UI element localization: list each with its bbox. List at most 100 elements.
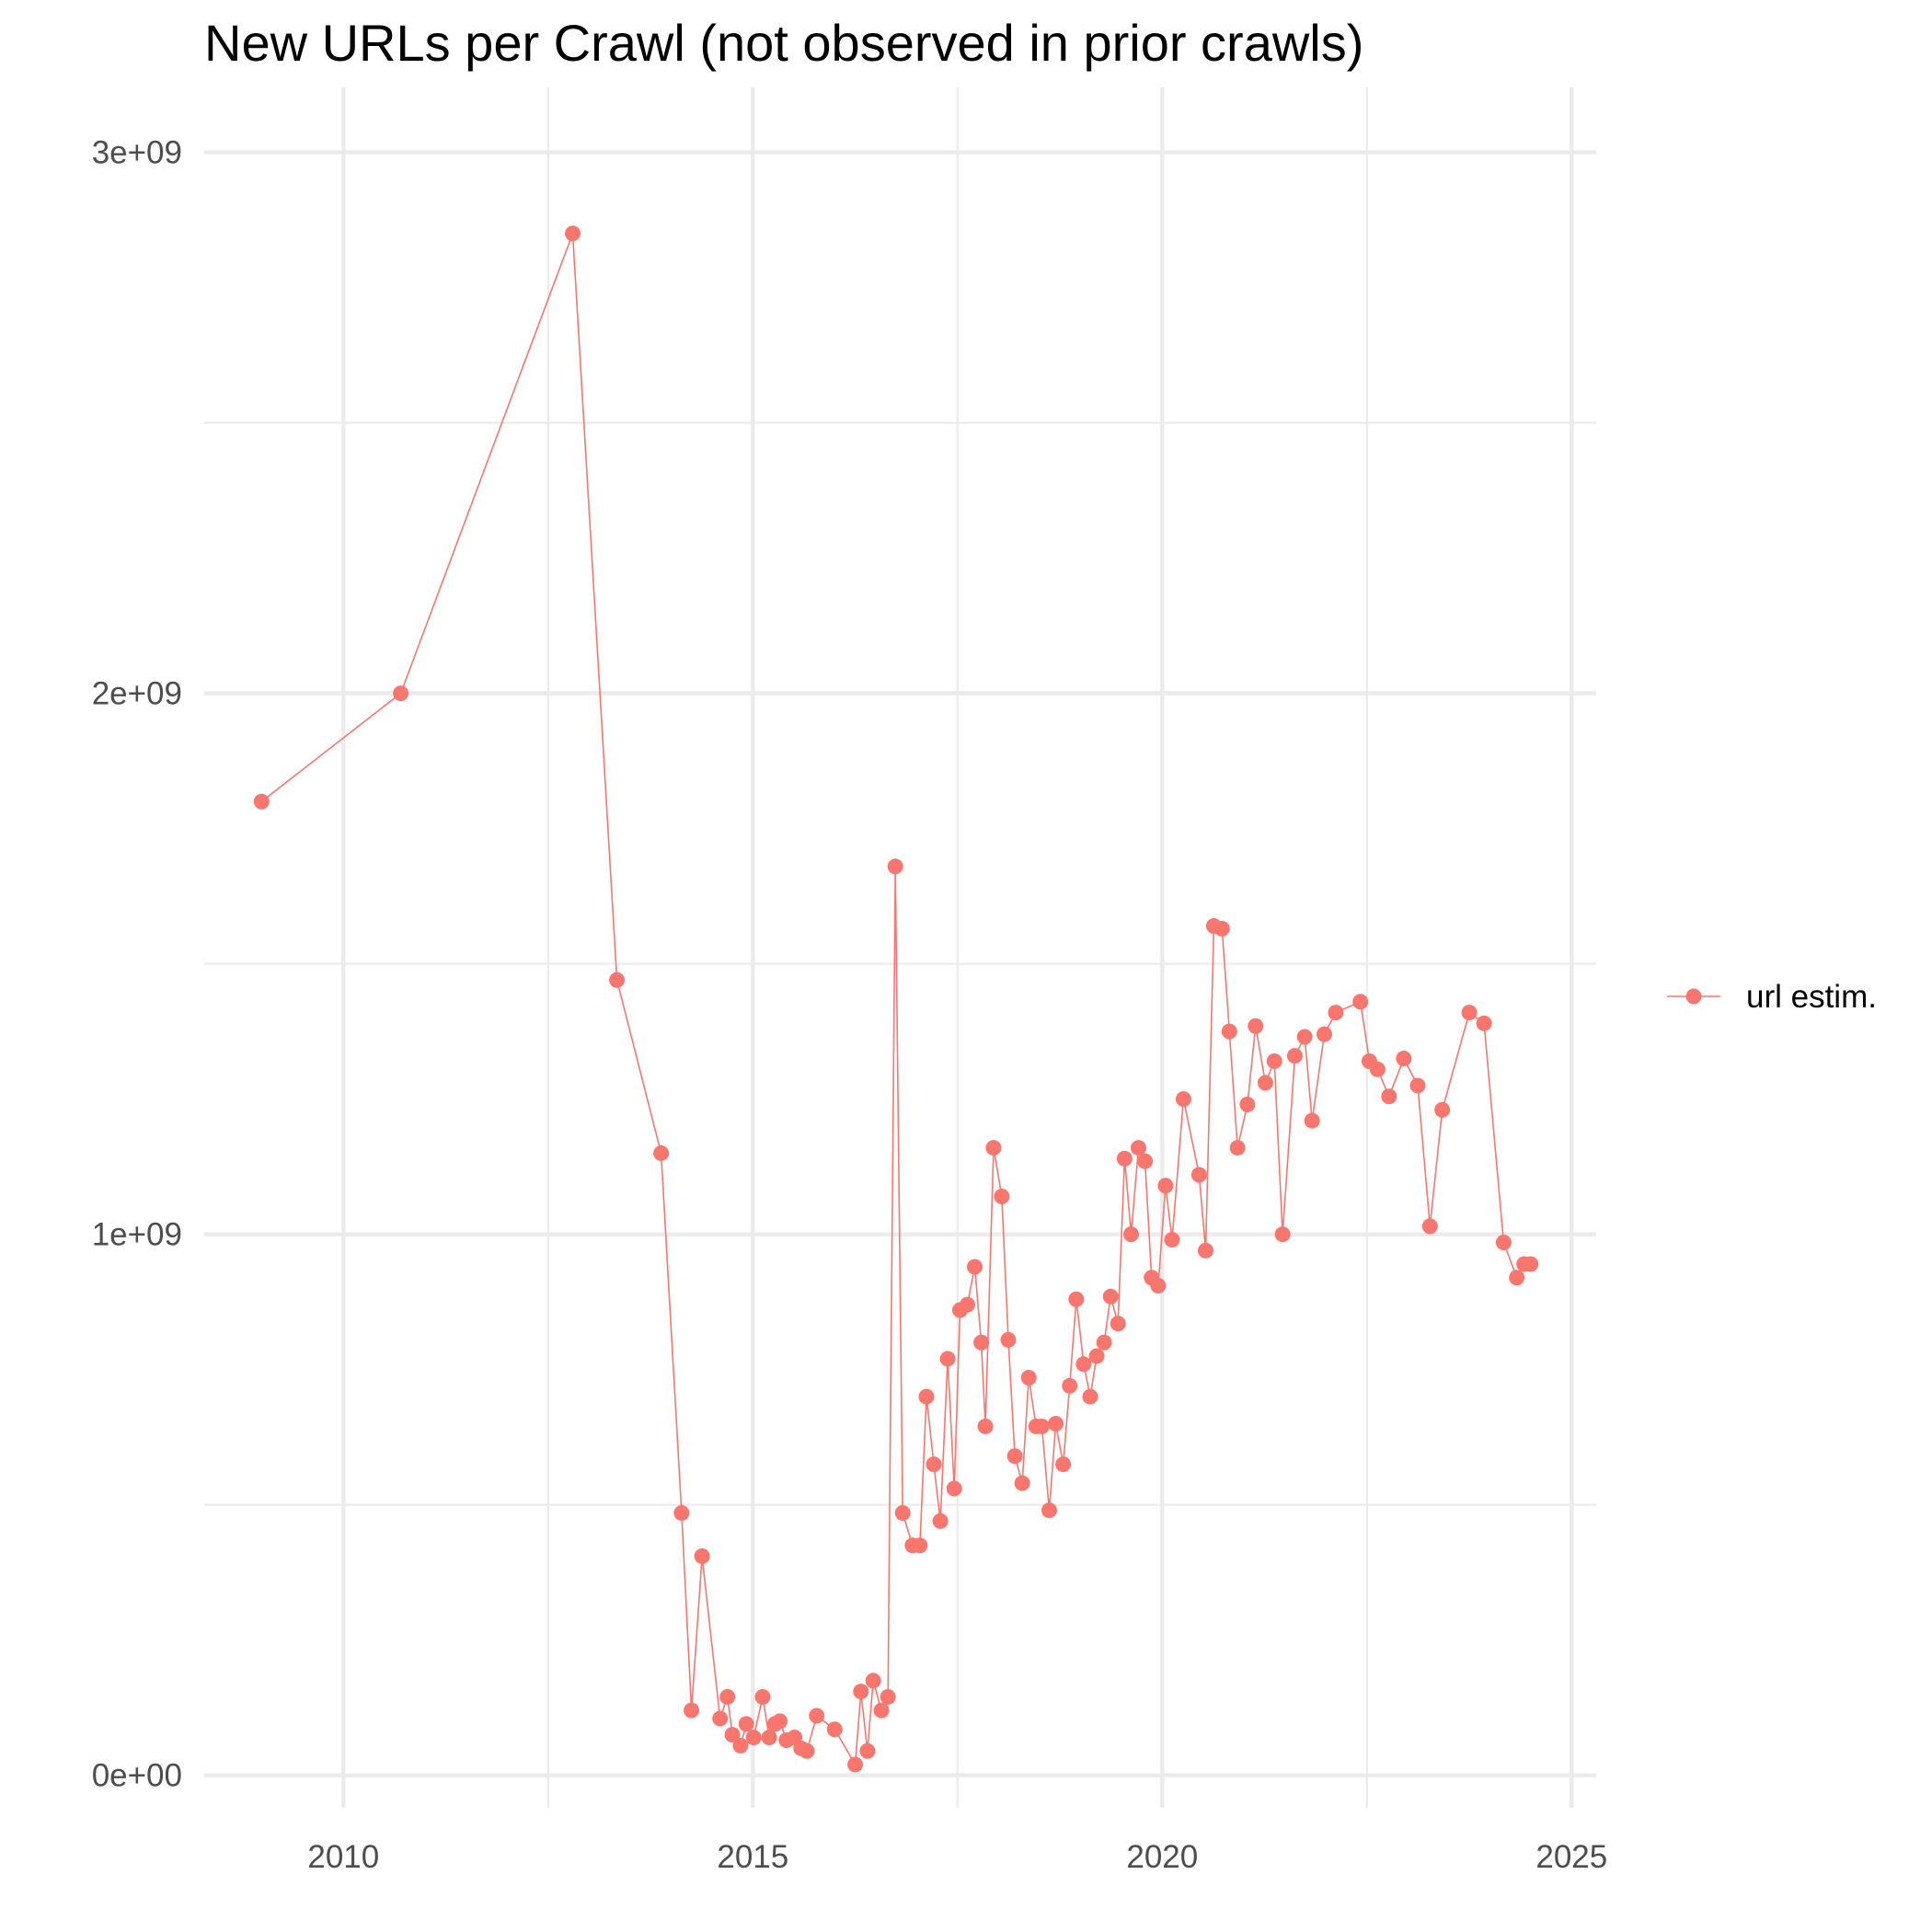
x-tick-label: 2020 [1126,1839,1198,1875]
data-point [939,1351,956,1367]
data-point [859,1742,876,1759]
data-point [946,1480,962,1497]
data-point [1421,1218,1438,1235]
data-point [1381,1088,1397,1105]
data-point [1096,1334,1112,1351]
data-point [1000,1331,1017,1348]
data-point [1062,1377,1078,1394]
data-point [738,1716,754,1732]
data-point [1239,1097,1256,1113]
x-tick-label: 2015 [717,1839,788,1875]
data-point [966,1259,983,1275]
data-point [1175,1091,1191,1108]
data-point [1014,1475,1030,1491]
data-point [694,1548,710,1565]
data-point [761,1730,777,1746]
data-point [1434,1101,1451,1118]
data-point [1266,1052,1282,1069]
data-point [1257,1075,1273,1091]
x-tick-label: 2010 [307,1839,379,1875]
data-point [712,1710,729,1727]
data-point [912,1537,928,1554]
data-point [826,1721,843,1738]
data-point [894,1505,911,1522]
data-point [1068,1291,1085,1307]
data-point [1523,1256,1539,1272]
axis-tick-labels: 2010 2015 2020 2025 0e+00 1e+09 2e+09 3e+09 [92,135,1608,1875]
y-tick-label: 3e+09 [92,135,182,171]
data-point [1461,1005,1478,1021]
data-point [809,1708,825,1724]
data-point [1020,1370,1037,1386]
data-point [1164,1232,1180,1248]
data-point [1197,1242,1213,1259]
data-point [932,1512,949,1529]
data-point [1157,1178,1174,1194]
data-point [959,1296,975,1313]
y-tick-label: 1e+09 [92,1217,182,1253]
data-point [847,1756,864,1773]
data-point [918,1388,935,1405]
data-point [1213,920,1230,937]
data-point [853,1684,869,1700]
data-point [1033,1418,1050,1434]
data-point [1369,1061,1386,1077]
series-line [260,233,1531,1767]
data-point [673,1505,690,1522]
data-point [1317,1026,1333,1042]
data-point [1075,1356,1092,1373]
legend-label: url estim. [1746,979,1877,1015]
data-point [1110,1316,1126,1332]
data-point [1274,1226,1291,1243]
data-point [1409,1077,1426,1094]
y-tick-label: 0e+00 [92,1758,182,1794]
data-point [1352,994,1369,1010]
data-point [994,1189,1010,1205]
data-point [1122,1226,1139,1243]
data-point [1102,1288,1119,1305]
data-point [973,1334,990,1351]
data-point [1150,1278,1167,1294]
data-point [1286,1048,1303,1064]
data-point [1495,1234,1512,1250]
data-point [1296,1029,1313,1045]
data-point [880,1688,896,1705]
data-point [985,1140,1002,1156]
data-point [1328,1005,1344,1021]
data-point [1082,1388,1098,1405]
chart-title: New URLs per Crawl (not observed in prio… [204,14,1364,72]
data-point [1006,1448,1023,1465]
data-point [1041,1502,1057,1519]
data-point [865,1673,881,1689]
data-point [1137,1153,1154,1169]
legend: url estim. [1667,979,1877,1015]
data-point [1055,1456,1072,1473]
data-point [754,1688,771,1705]
data-point [1396,1051,1412,1067]
data-point [609,972,626,988]
data-point [253,793,270,810]
data-point [1088,1348,1105,1364]
data-point [873,1702,890,1719]
series-layer [253,225,1539,1773]
legend-key-point [1685,988,1702,1005]
data-point [1048,1415,1064,1432]
data-point [926,1456,942,1473]
data-point [1248,1018,1264,1034]
data-point [1304,1112,1320,1129]
data-point [887,858,903,875]
data-point [393,685,409,702]
data-point [772,1713,788,1730]
data-point [719,1688,736,1705]
data-point [1229,1140,1246,1156]
data-point [653,1144,670,1161]
data-point [1190,1167,1207,1183]
gridlines [204,87,1596,1808]
data-point [724,1727,741,1743]
data-point [1116,1150,1133,1167]
data-point [1509,1270,1525,1286]
data-point [745,1730,762,1746]
data-point [977,1418,994,1434]
data-point [1221,1023,1237,1040]
